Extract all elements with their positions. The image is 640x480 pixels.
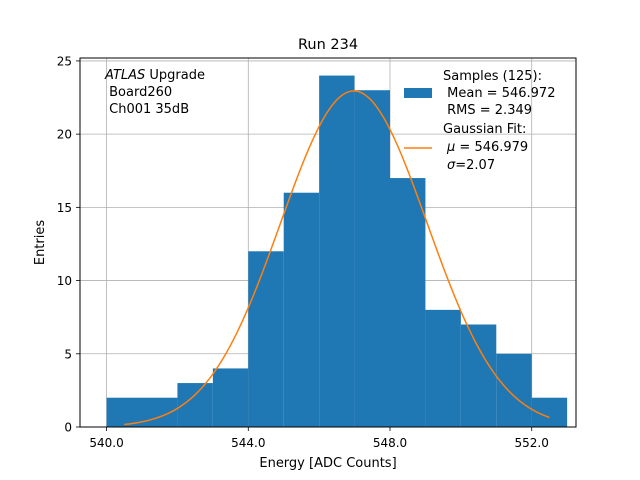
y-axis-ticks: 0 5 10 15 20 25 bbox=[57, 54, 80, 435]
legend-samples-rms: RMS = 2.349 bbox=[443, 103, 532, 118]
histogram-bar bbox=[496, 353, 532, 427]
y-tick-label: 25 bbox=[57, 54, 72, 68]
legend: Samples (125): Mean = 546.972 RMS = 2.34… bbox=[404, 69, 555, 173]
histogram-bar bbox=[212, 368, 249, 427]
histogram-bar bbox=[390, 178, 426, 427]
legend-fit-title: Gaussian Fit: bbox=[443, 122, 526, 137]
legend-samples-swatch bbox=[404, 88, 432, 98]
histogram-bar bbox=[106, 397, 142, 427]
atlas-annotation: ATLAS Upgrade Board260 Ch001 35dB bbox=[104, 68, 205, 117]
x-tick-label: 552.0 bbox=[515, 436, 549, 450]
histogram-bars bbox=[106, 75, 568, 428]
legend-fit-mu: μ = 546.979 bbox=[446, 140, 528, 155]
histogram-bar bbox=[354, 90, 390, 427]
legend-samples-mean: Mean = 546.972 bbox=[443, 86, 555, 101]
y-tick-label: 10 bbox=[57, 274, 72, 288]
annotation-line-2: Board260 bbox=[105, 85, 172, 100]
histogram-bar bbox=[425, 309, 461, 427]
y-tick-label: 5 bbox=[64, 347, 72, 361]
x-axis-label: Energy [ADC Counts] bbox=[259, 456, 396, 471]
legend-samples-title: Samples (125): bbox=[443, 69, 542, 84]
gaussian-fit bbox=[124, 90, 550, 426]
annotation-upgrade: Upgrade bbox=[145, 68, 205, 83]
histogram-bar bbox=[283, 192, 320, 427]
histogram-bar bbox=[248, 251, 284, 427]
legend-mu-value: = 546.979 bbox=[455, 140, 528, 155]
x-tick-label: 544.0 bbox=[231, 436, 265, 450]
fit-curve bbox=[124, 90, 550, 426]
y-tick-label: 20 bbox=[57, 128, 72, 142]
plot-frame bbox=[79, 57, 577, 428]
legend-sigma-symbol: σ bbox=[447, 158, 456, 173]
legend-fit-sigma: σ=2.07 bbox=[447, 158, 495, 173]
annotation-atlas: ATLAS bbox=[104, 68, 145, 83]
histogram-bar bbox=[460, 324, 497, 427]
x-axis-ticks: 540.0 544.0 548.0 552.0 bbox=[89, 427, 549, 450]
x-tick-label: 548.0 bbox=[373, 436, 407, 450]
y-tick-label: 15 bbox=[57, 201, 72, 215]
chart-title: Run 234 bbox=[298, 37, 358, 53]
x-tick-label: 540.0 bbox=[89, 436, 123, 450]
legend-mu-symbol: μ bbox=[446, 140, 455, 155]
histogram-bar bbox=[142, 397, 178, 427]
annotation-line-3: Ch001 35dB bbox=[105, 102, 189, 117]
y-tick-label: 0 bbox=[64, 421, 72, 435]
y-axis-label: Entries bbox=[33, 220, 48, 266]
legend-sigma-value: =2.07 bbox=[455, 158, 495, 173]
histogram-bar bbox=[319, 75, 355, 428]
annotation-line-1: ATLAS Upgrade bbox=[104, 68, 205, 83]
